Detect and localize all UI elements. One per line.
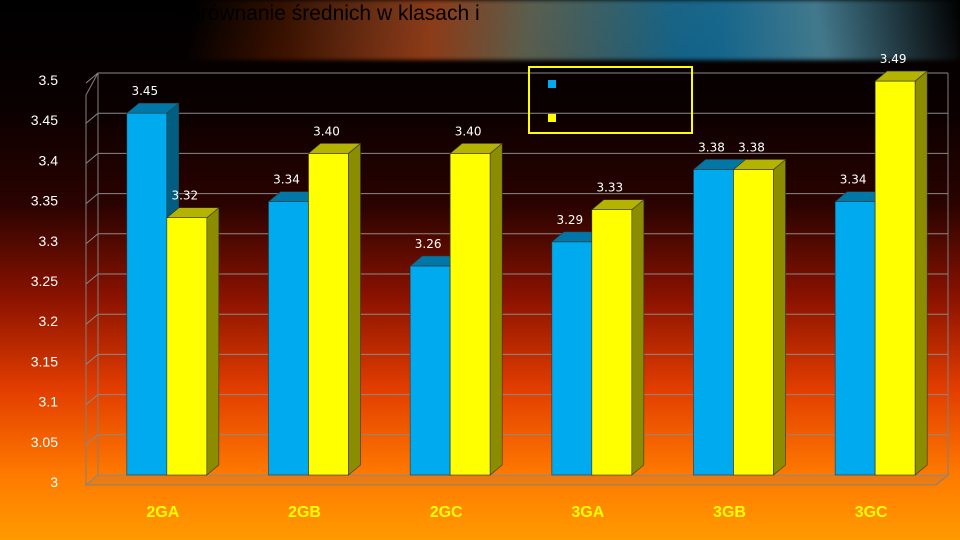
gridline-depth [85, 394, 99, 405]
legend-box [528, 66, 693, 134]
data-label: 3.29 [556, 213, 583, 227]
y-tick-label: 3.5 [39, 72, 59, 88]
header-decoration [0, 0, 960, 60]
bar [733, 169, 774, 476]
gridline-depth [85, 354, 99, 365]
bar [126, 112, 168, 476]
y-tick-label: 3.45 [31, 112, 58, 128]
x-tick-labels: 2GA 2GB 2GC 3GA 3GB 3GC [146, 504, 888, 521]
x-tick-label: 3GC [855, 504, 888, 521]
data-label: 3.45 [131, 84, 158, 98]
bar [409, 265, 451, 476]
bar [834, 201, 876, 476]
bar-side [773, 158, 786, 476]
data-labels: 3.45 3.32 3.34 3.40 3.26 3.40 3.29 3.33 3.38 3.38… [131, 52, 906, 251]
bar-side [489, 142, 503, 476]
data-label: 3.26 [415, 237, 442, 251]
gridline-depth [85, 273, 99, 285]
bar-top [166, 207, 220, 219]
y-tick-label: 3.1 [39, 394, 59, 410]
gridline-depth [85, 233, 99, 245]
bar-side [631, 199, 645, 476]
x-tick-label: 2GC [430, 504, 463, 521]
bar-top [126, 102, 180, 114]
bars [126, 70, 928, 476]
data-label: 3.38 [738, 140, 765, 154]
data-label: 3.33 [596, 181, 623, 195]
bar [449, 153, 491, 476]
gridline-depth [85, 112, 99, 124]
data-label: 3.34 [273, 173, 300, 187]
floor [84, 474, 950, 486]
data-label: 3.32 [171, 189, 198, 203]
gridline-depth [85, 474, 99, 486]
data-label: 3.49 [880, 52, 907, 66]
bar [551, 241, 593, 476]
y-tick-labels: 3 3.05 3.1 3.15 3.2 3.25 3.3 3.35 3.4 3.45 3.5 [31, 72, 58, 490]
bar [693, 169, 734, 476]
y-tick-label: 3.3 [39, 233, 59, 249]
gridline-depth [85, 193, 99, 204]
y-tick-label: 3.25 [31, 273, 58, 289]
bar-top [307, 143, 362, 154]
y-tick-label: 3.2 [39, 313, 59, 329]
bar-top [449, 143, 503, 154]
gridlines [85, 72, 948, 486]
bar [166, 217, 208, 476]
legend-marker [548, 114, 556, 122]
chart-title: Porównanie średnich w klasach i [175, 2, 480, 25]
bar [268, 201, 309, 476]
y-tick-label: 3.4 [39, 152, 59, 168]
x-tick-label: 3GB [713, 504, 746, 521]
gridline-depth [85, 72, 99, 84]
bar-top [732, 159, 787, 170]
x-tick-label: 3GA [571, 504, 604, 521]
data-label: 3.34 [840, 173, 867, 187]
bar-top [874, 70, 928, 82]
bar [591, 209, 633, 476]
x-tick-label: 2GB [288, 504, 321, 521]
legend [528, 66, 693, 134]
data-label: 3.40 [313, 124, 340, 138]
legend-marker [548, 80, 556, 88]
gridline-depth [85, 153, 99, 164]
bar-side [206, 207, 220, 476]
bar-top [591, 199, 645, 210]
y-tick-label: 3.15 [31, 353, 58, 369]
data-label: 3.40 [455, 124, 482, 138]
gridline-depth [85, 434, 99, 446]
x-tick-label: 2GA [146, 504, 179, 521]
bar [308, 153, 349, 476]
bar-side [914, 70, 928, 476]
gridline-depth [85, 313, 99, 325]
bar [874, 80, 916, 476]
data-label: 3.38 [698, 140, 725, 154]
bar-side [348, 142, 361, 476]
y-tick-label: 3.05 [31, 434, 58, 450]
y-tick-label: 3 [50, 474, 58, 490]
y-tick-label: 3.35 [31, 193, 58, 209]
